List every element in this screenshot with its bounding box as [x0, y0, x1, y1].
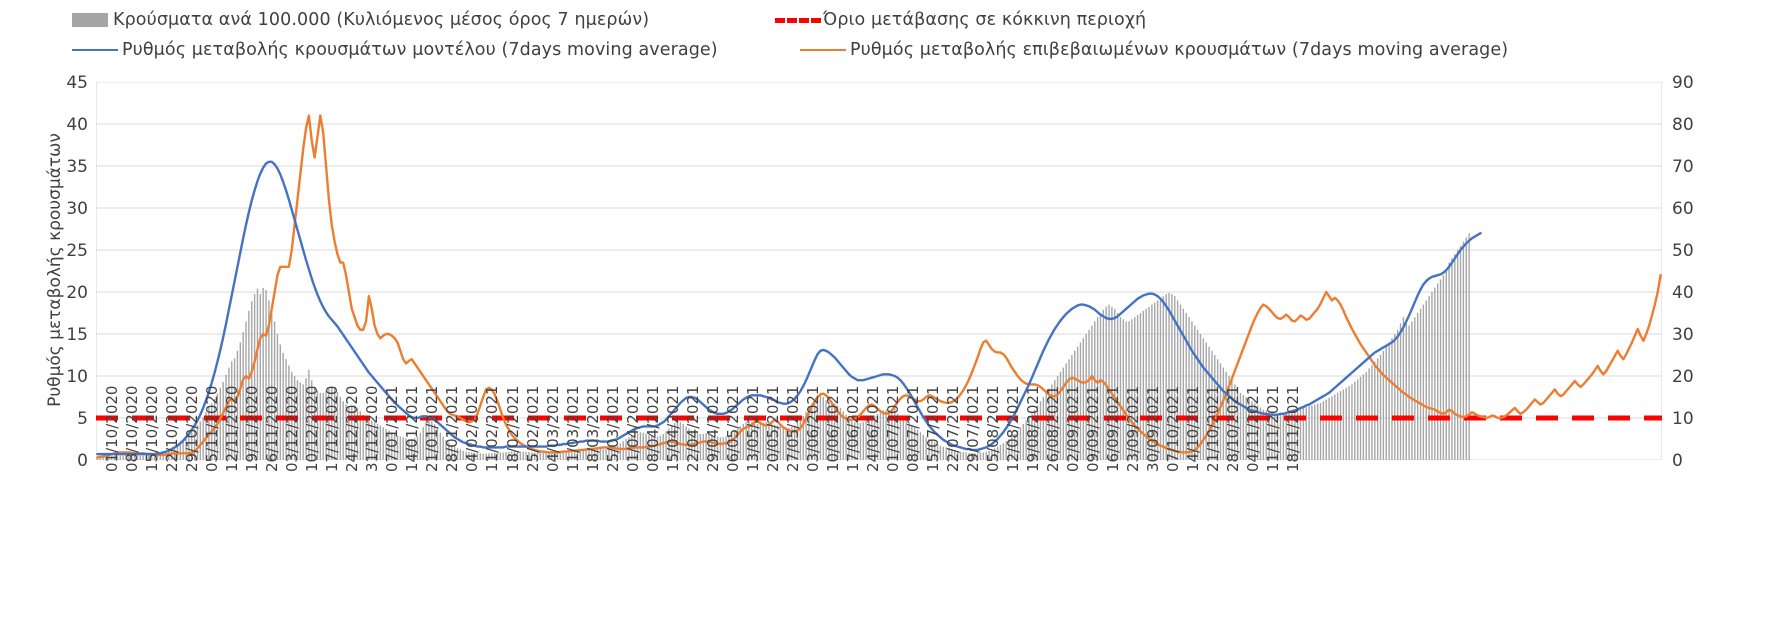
x-tick-label: 11/02/2021 — [483, 385, 502, 472]
y-tick-left: 15 — [66, 325, 88, 345]
x-tick-label: 08/10/2020 — [123, 385, 142, 472]
x-tick-label: 29/07/2021 — [963, 385, 982, 472]
x-tick-label: 04/11/2021 — [1243, 385, 1262, 472]
x-tick-label: 17/12/2020 — [323, 385, 342, 472]
x-tick-label: 15/07/2021 — [923, 385, 942, 472]
y-tick-left: 35 — [66, 157, 88, 177]
plot-area — [96, 82, 1662, 460]
x-tick-label: 22/10/2020 — [163, 385, 182, 472]
x-tick-label: 25/03/2021 — [603, 385, 622, 472]
x-tick-label: 15/10/2020 — [143, 385, 162, 472]
x-tick-label: 17/06/2021 — [843, 385, 862, 472]
x-tick-label: 22/04/2021 — [683, 385, 702, 472]
legend-item-confirmed-rate[interactable]: Ρυθμός μεταβολής επιβεβαιωμένων κρουσμάτ… — [800, 40, 1508, 60]
y-tick-right: 80 — [1672, 115, 1694, 135]
y-tick-right: 50 — [1672, 241, 1694, 261]
x-tick-label: 04/03/2021 — [543, 385, 562, 472]
x-tick-label: 26/08/2021 — [1043, 385, 1062, 472]
legend-item-cases-per-100k[interactable]: Κρούσματα ανά 100.000 (Κυλιόμενος μέσος … — [72, 10, 649, 30]
y-tick-right: 40 — [1672, 283, 1694, 303]
x-tick-label: 03/06/2021 — [803, 385, 822, 472]
y-tick-left: 0 — [77, 451, 88, 471]
x-tick-label: 20/05/2021 — [763, 385, 782, 472]
x-tick-label: 12/08/2021 — [1003, 385, 1022, 472]
x-tick-label: 23/09/2021 — [1123, 385, 1142, 472]
x-tick-label: 11/03/2021 — [563, 385, 582, 472]
x-tick-label: 01/07/2021 — [883, 385, 902, 472]
y-tick-left: 45 — [66, 73, 88, 93]
x-tick-label: 27/05/2021 — [783, 385, 802, 472]
line-swatch-icon-orange — [800, 49, 846, 51]
x-tick-label: 29/04/2021 — [703, 385, 722, 472]
x-tick-label: 10/12/2020 — [303, 385, 322, 472]
y-tick-right: 60 — [1672, 199, 1694, 219]
x-tick-label: 10/06/2021 — [823, 385, 842, 472]
x-tick-label: 22/07/2021 — [943, 385, 962, 472]
x-tick-label: 29/10/2020 — [183, 385, 202, 472]
x-tick-label: 09/09/2021 — [1083, 385, 1102, 472]
x-tick-label: 15/04/2021 — [663, 385, 682, 472]
chart-legend: Κρούσματα ανά 100.000 (Κυλιόμενος μέσος … — [0, 0, 1771, 66]
x-tick-label: 01/04/2021 — [623, 385, 642, 472]
x-tick-label: 19/11/2020 — [243, 385, 262, 472]
legend-label-red-threshold: Όριο μετάβασης σε κόκκινη περιοχή — [823, 10, 1147, 30]
legend-item-red-threshold[interactable]: Όριο μετάβασης σε κόκκινη περιοχή — [775, 10, 1146, 30]
x-tick-label: 31/12/2020 — [363, 385, 382, 472]
x-tick-label: 28/10/2021 — [1223, 385, 1242, 472]
x-tick-label: 08/04/2021 — [643, 385, 662, 472]
x-tick-label: 18/11/2021 — [1283, 385, 1302, 472]
y-tick-left: 5 — [77, 409, 88, 429]
y-tick-left: 30 — [66, 199, 88, 219]
x-tick-label: 18/02/2021 — [503, 385, 522, 472]
x-tick-label: 14/10/2021 — [1183, 385, 1202, 472]
bar-swatch-icon — [72, 13, 108, 27]
x-tick-label: 13/05/2021 — [743, 385, 762, 472]
x-tick-label: 16/09/2021 — [1103, 385, 1122, 472]
legend-label-confirmed-rate: Ρυθμός μεταβολής επιβεβαιωμένων κρουσμάτ… — [850, 40, 1509, 60]
y-tick-right: 0 — [1672, 451, 1683, 471]
y-tick-left: 25 — [66, 241, 88, 261]
y-tick-right: 30 — [1672, 325, 1694, 345]
x-tick-label: 01/10/2020 — [103, 385, 122, 472]
chart-canvas — [96, 82, 1662, 460]
x-tick-label: 28/01/2021 — [443, 385, 462, 472]
x-tick-label: 04/02/2021 — [463, 385, 482, 472]
x-tick-label: 06/05/2021 — [723, 385, 742, 472]
x-tick-label: 05/11/2020 — [203, 385, 222, 472]
x-tick-label: 14/01/2021 — [403, 385, 422, 472]
x-tick-label: 11/11/2021 — [1263, 385, 1282, 472]
x-tick-label: 25/02/2021 — [523, 385, 542, 472]
x-tick-label: 03/12/2020 — [283, 385, 302, 472]
line-swatch-icon-blue — [72, 49, 118, 51]
x-tick-label: 24/12/2020 — [343, 385, 362, 472]
y-tick-left: 10 — [66, 367, 88, 387]
x-tick-label: 08/07/2021 — [903, 385, 922, 472]
x-tick-label: 26/11/2020 — [263, 385, 282, 472]
x-tick-label: 05/08/2021 — [983, 385, 1002, 472]
x-tick-label: 24/06/2021 — [863, 385, 882, 472]
x-tick-label: 19/08/2021 — [1023, 385, 1042, 472]
x-tick-label: 07/10/2021 — [1163, 385, 1182, 472]
y-tick-left: 40 — [66, 115, 88, 135]
legend-item-model-rate[interactable]: Ρυθμός μεταβολής κρουσμάτων μοντέλου (7d… — [72, 40, 718, 60]
y-tick-right: 70 — [1672, 157, 1694, 177]
x-tick-label: 12/11/2020 — [223, 385, 242, 472]
y-tick-right: 20 — [1672, 367, 1694, 387]
y-tick-right: 90 — [1672, 73, 1694, 93]
legend-label-model-rate: Ρυθμός μεταβολής κρουσμάτων μοντέλου (7d… — [122, 40, 718, 60]
y-tick-right: 10 — [1672, 409, 1694, 429]
x-tick-label: 02/09/2021 — [1063, 385, 1082, 472]
x-tick-label: 21/10/2021 — [1203, 385, 1222, 472]
x-tick-label: 30/09/2021 — [1143, 385, 1162, 472]
x-tick-label: 18/03/2021 — [583, 385, 602, 472]
x-tick-label: 21/01/2021 — [423, 385, 442, 472]
y-tick-left: 20 — [66, 283, 88, 303]
dashed-line-swatch-icon-red — [775, 17, 821, 23]
legend-label-cases-per-100k: Κρούσματα ανά 100.000 (Κυλιόμενος μέσος … — [113, 10, 650, 30]
x-tick-label: 07/01/2021 — [383, 385, 402, 472]
